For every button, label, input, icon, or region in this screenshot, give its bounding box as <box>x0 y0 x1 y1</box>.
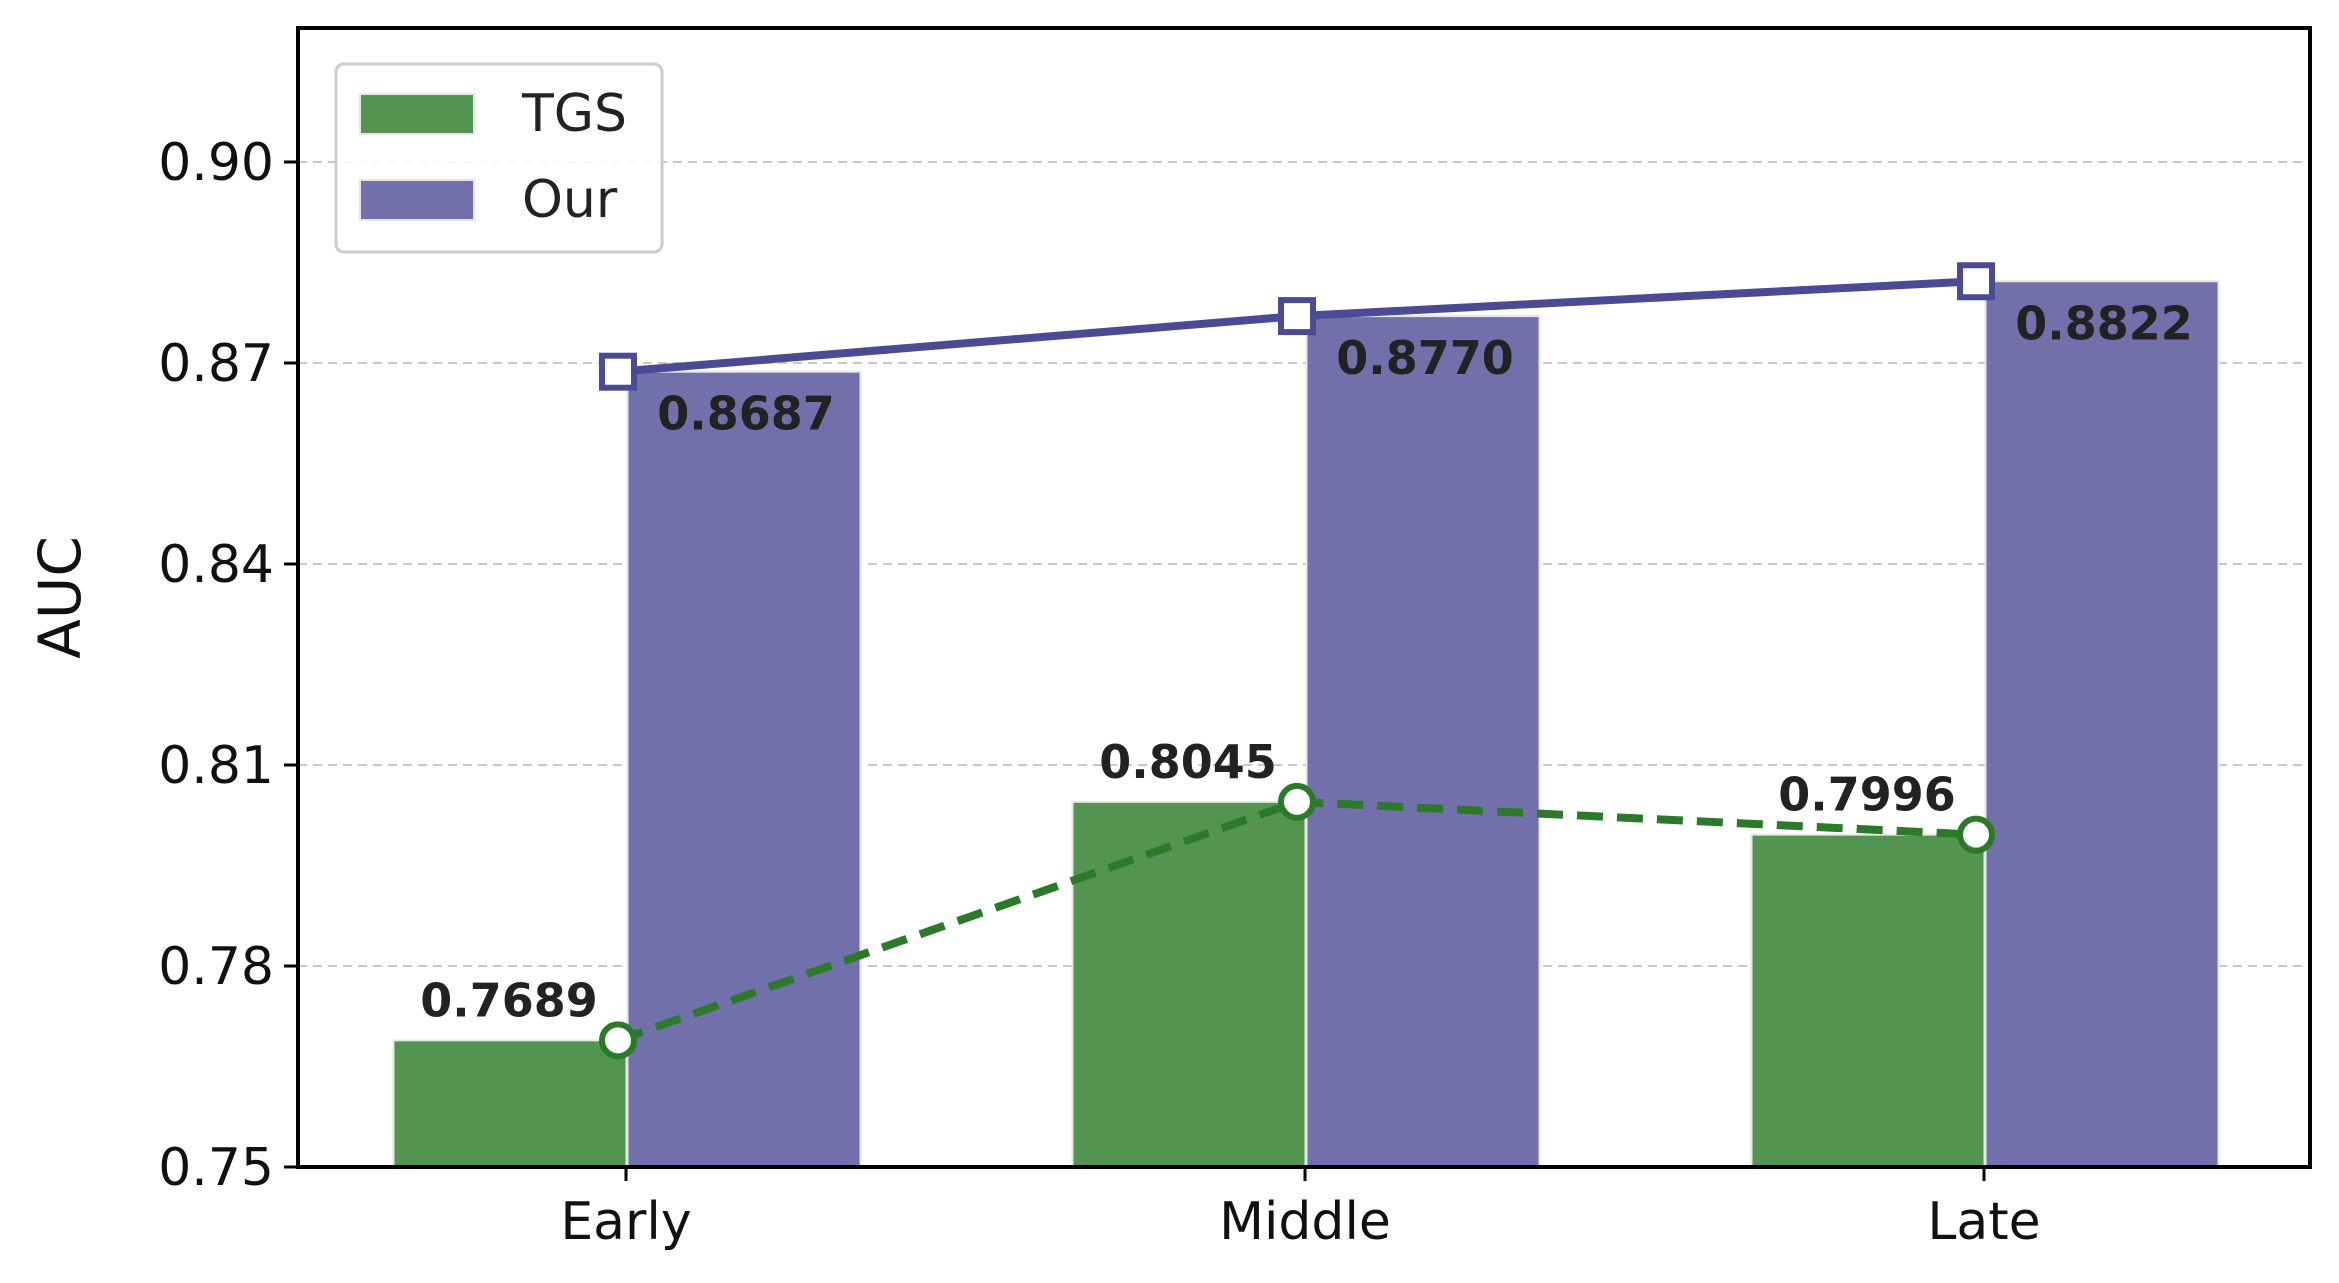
y-tick-label: 0.87 <box>158 334 274 394</box>
x-axis: Early Middle Late <box>560 1167 2041 1252</box>
y-tick-label: 0.84 <box>158 535 274 595</box>
x-tick-label: Late <box>1927 1192 2040 1252</box>
y-tick-label: 0.75 <box>158 1138 274 1198</box>
legend-swatch <box>359 179 475 221</box>
marker-tgs <box>1278 782 1316 821</box>
data-label-our: 0.8822 <box>2015 296 2193 350</box>
bar-our <box>1984 280 2220 1168</box>
bar-tgs <box>1071 800 1307 1168</box>
legend: TGS Our <box>334 62 664 254</box>
data-label-tgs: 0.7996 <box>1778 768 1956 822</box>
data-label-tgs: 0.7689 <box>420 973 598 1027</box>
y-axis-title: AUC <box>26 536 94 659</box>
marker-our <box>1957 262 1995 301</box>
marker-our <box>599 352 637 391</box>
legend-label: Our <box>522 170 618 230</box>
x-tick-label: Early <box>560 1192 691 1252</box>
marker-tgs <box>599 1021 637 1060</box>
data-labels: 0.7689 0.8687 0.8045 0.8770 0.7996 0.8822 <box>420 296 2193 1027</box>
y-tick-label: 0.81 <box>158 736 274 796</box>
marker-our <box>1278 297 1316 336</box>
y-tick-label: 0.78 <box>158 937 274 997</box>
y-tick-label: 0.90 <box>158 133 274 193</box>
line-tgs <box>616 797 1977 1045</box>
legend-swatch <box>359 93 475 135</box>
bars <box>392 280 2220 1169</box>
bar-tgs <box>392 1039 628 1168</box>
data-label-our: 0.8687 <box>657 387 835 441</box>
legend-label: TGS <box>521 84 627 144</box>
data-label-tgs: 0.8045 <box>1099 735 1277 789</box>
data-label-our: 0.8770 <box>1336 331 1514 385</box>
bar-tgs <box>1750 833 1986 1168</box>
bar-our <box>1305 315 1541 1169</box>
bar-our <box>626 370 862 1168</box>
marker-tgs <box>1957 815 1995 854</box>
y-axis: 0.75 0.78 0.81 0.84 0.87 0.90 <box>158 133 298 1198</box>
series-lines <box>599 262 1995 1060</box>
x-tick-label: Middle <box>1219 1192 1391 1252</box>
